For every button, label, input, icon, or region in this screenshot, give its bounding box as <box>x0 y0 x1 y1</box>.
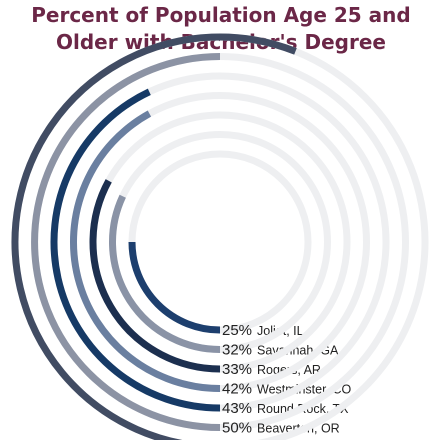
ring-value-beaverton-or: 50% <box>222 420 252 437</box>
ring-arc-joliet-il <box>128 241 221 334</box>
ring-arc-westminster-co <box>70 110 221 392</box>
chart-title-line-1: Percent of Population Age 25 and <box>31 3 411 27</box>
ring-value-round-rock-tx: 43% <box>222 400 252 417</box>
ring-arc-edmond-ok <box>11 33 297 440</box>
ring-value-rogers-ar: 33% <box>222 361 252 378</box>
ring-arc-beaverton-or <box>31 53 221 431</box>
ring-arc-rogers-ar <box>89 179 221 373</box>
ring-value-joliet-il: 25% <box>222 322 252 339</box>
ring-value-savannah-ga: 32% <box>222 342 252 359</box>
ring-arc-savannah-ga <box>109 194 221 353</box>
ring-value-westminster-co: 42% <box>222 381 252 398</box>
ring-arc-round-rock-tx <box>50 88 221 412</box>
